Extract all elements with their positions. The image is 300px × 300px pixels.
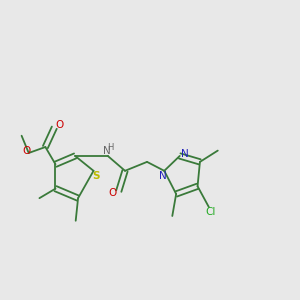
Text: O: O	[56, 120, 64, 130]
Text: O: O	[22, 146, 31, 157]
Text: N: N	[103, 146, 111, 156]
Text: H: H	[107, 143, 113, 152]
Text: Cl: Cl	[205, 207, 215, 218]
Text: O: O	[108, 188, 116, 197]
Text: S: S	[93, 171, 100, 181]
Text: N: N	[159, 171, 167, 181]
Text: N: N	[181, 148, 188, 159]
